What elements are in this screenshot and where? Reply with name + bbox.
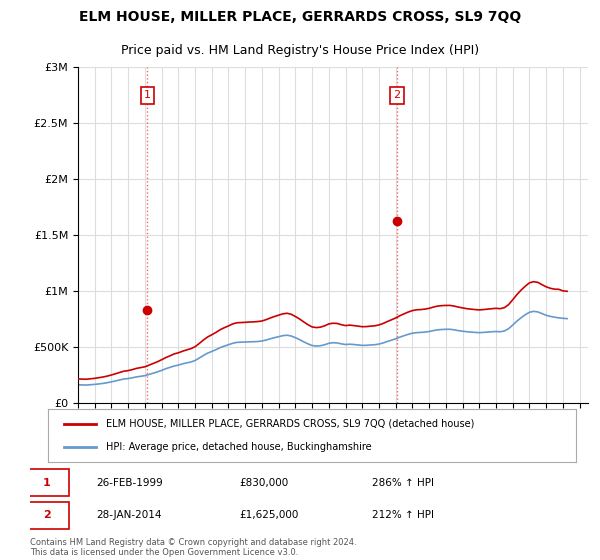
Text: 26-FEB-1999: 26-FEB-1999 xyxy=(96,478,163,488)
Text: Contains HM Land Registry data © Crown copyright and database right 2024.
This d: Contains HM Land Registry data © Crown c… xyxy=(30,538,356,557)
Text: £1,625,000: £1,625,000 xyxy=(240,510,299,520)
Text: ELM HOUSE, MILLER PLACE, GERRARDS CROSS, SL9 7QQ (detached house): ELM HOUSE, MILLER PLACE, GERRARDS CROSS,… xyxy=(106,419,475,429)
Text: 1: 1 xyxy=(144,90,151,100)
Text: 28-JAN-2014: 28-JAN-2014 xyxy=(96,510,162,520)
Text: 212% ↑ HPI: 212% ↑ HPI xyxy=(372,510,434,520)
Text: 2: 2 xyxy=(43,510,50,520)
FancyBboxPatch shape xyxy=(25,502,68,529)
Text: Price paid vs. HM Land Registry's House Price Index (HPI): Price paid vs. HM Land Registry's House … xyxy=(121,44,479,57)
Text: 1: 1 xyxy=(43,478,50,488)
Text: ELM HOUSE, MILLER PLACE, GERRARDS CROSS, SL9 7QQ: ELM HOUSE, MILLER PLACE, GERRARDS CROSS,… xyxy=(79,10,521,24)
Text: 286% ↑ HPI: 286% ↑ HPI xyxy=(372,478,434,488)
FancyBboxPatch shape xyxy=(25,469,68,496)
Text: £830,000: £830,000 xyxy=(240,478,289,488)
Text: 2: 2 xyxy=(394,90,400,100)
Text: HPI: Average price, detached house, Buckinghamshire: HPI: Average price, detached house, Buck… xyxy=(106,442,372,452)
